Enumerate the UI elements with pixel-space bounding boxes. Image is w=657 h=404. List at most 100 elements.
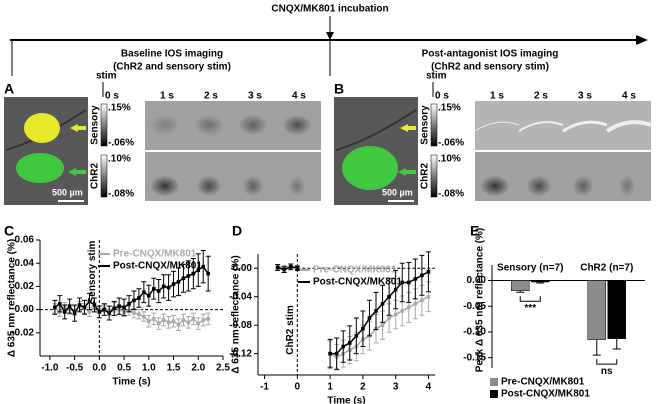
y-tick-label: -0.10 [463,327,486,338]
x-tick-label: 0 [295,382,301,393]
phase-subtitle: (ChR2 and sensory stim) [113,62,231,73]
marker [142,314,146,319]
sig-label: ns [601,366,613,377]
vessel-signal [474,121,520,132]
bar [531,280,550,283]
signal [289,176,305,196]
marker [406,280,411,285]
legend-label: Post-CNQX/MK801 [501,389,590,400]
marker [117,304,121,308]
marker [387,316,391,320]
time-label: 2 s [534,91,548,102]
marker [288,265,293,269]
arrow-yellow [70,124,86,132]
x-tick-label: -1.0 [41,363,59,374]
sig-bracket [596,359,618,365]
marker [77,303,82,307]
y-tick-label: 0.00 [467,275,487,286]
annotation: ChR2 stim [285,305,296,355]
chr2-area [342,146,398,190]
y-tick-label: -0.08 [229,320,252,331]
stim-label: stim [96,71,117,82]
legend-label: Post-CNQX/MK801 [313,277,402,288]
arrow-yellow [400,124,416,132]
frame [563,101,607,150]
marker [426,294,431,299]
colorbar-min: -.06% [438,138,464,149]
time-label: 4 s [622,91,636,102]
marker [191,271,196,276]
marker [57,302,62,306]
y-tick-label: 0.02 [15,281,35,292]
signal [197,176,221,196]
marker [72,311,77,315]
error-bar [516,290,525,293]
colorbar [430,154,438,198]
colorbar-max: .10% [438,154,461,165]
marker [413,302,418,306]
marker [334,351,339,356]
error-bar [612,338,621,350]
panel-letter: D [232,223,242,239]
y-axis-label: Δ 635 nm reflectance (%) [231,255,242,373]
marker [295,266,300,271]
marker [142,290,146,294]
marker [406,305,411,310]
marker [171,319,176,323]
signal [283,115,311,135]
marker [201,318,206,322]
colorbar [100,103,108,147]
vessel-signal [562,120,608,133]
error-bar [592,339,601,356]
marker [127,302,131,306]
panel-letter: E [470,223,479,239]
signal [573,176,593,196]
scale-label: 500 µm [382,187,413,197]
chr2-area [16,153,64,183]
marker [328,351,332,356]
x-tick-label: 0.0 [92,363,106,374]
signal [151,176,179,196]
marker [393,287,398,292]
marker [161,318,166,322]
category-label: ChR2 (n=7) [580,263,633,274]
colorbar-max: .15% [438,103,461,114]
marker [53,305,57,310]
marker [151,286,156,291]
marker [420,298,424,303]
marker [107,311,112,315]
frame [475,101,519,150]
bar [607,280,626,339]
time-label: 3 s [248,91,262,102]
y-tick-label: 0.06 [15,235,35,246]
marker [137,312,141,317]
y-axis-label: Δ 635 nm reflectance (%) [7,239,18,357]
incubation-label: CNQX/MK801 incubation [271,4,388,15]
marker [347,341,352,345]
marker [161,284,166,289]
time-label: 0 s [105,91,119,102]
y-axis-label: Peak Δ 635 nm reflectance (%) [475,228,486,372]
marker [413,277,418,281]
y-tick-label: -0.12 [229,348,252,359]
bar [511,280,530,292]
marker [206,271,210,276]
time-label: 1 s [490,91,504,102]
marker [156,321,161,326]
marker [361,326,365,331]
signal [239,115,267,135]
legend-label: Pre-CNQX/MK801 [313,265,397,276]
series-line [277,266,429,355]
marker [132,298,136,303]
marker [196,321,201,326]
marker [147,293,151,298]
vessel [335,109,417,151]
x-tick-label: 1.5 [167,363,181,374]
frame [519,101,563,150]
marker [201,264,206,269]
colorbar-min: -.08% [108,189,134,200]
arrow-green [68,168,86,176]
marker [92,303,97,307]
marker [420,273,424,278]
